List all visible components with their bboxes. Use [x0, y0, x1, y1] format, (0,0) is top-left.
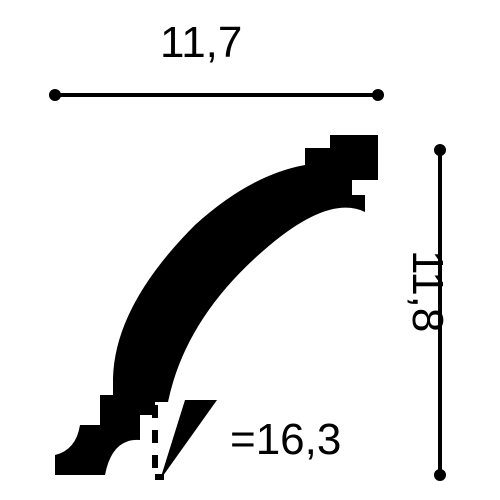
width-dim-dot-left: [49, 89, 61, 101]
diagonal-icon-solid: [160, 400, 217, 480]
width-label: 11,7: [160, 18, 242, 68]
diagonal-label: =16,3: [230, 415, 341, 465]
width-dim-dot-right: [372, 89, 384, 101]
height-dim-dot-bottom: [434, 469, 446, 481]
height-dim-dot-top: [434, 144, 446, 156]
diagram-stage: 11,7 11,8 =16,3: [0, 0, 500, 500]
height-label: 11,8: [402, 250, 452, 332]
